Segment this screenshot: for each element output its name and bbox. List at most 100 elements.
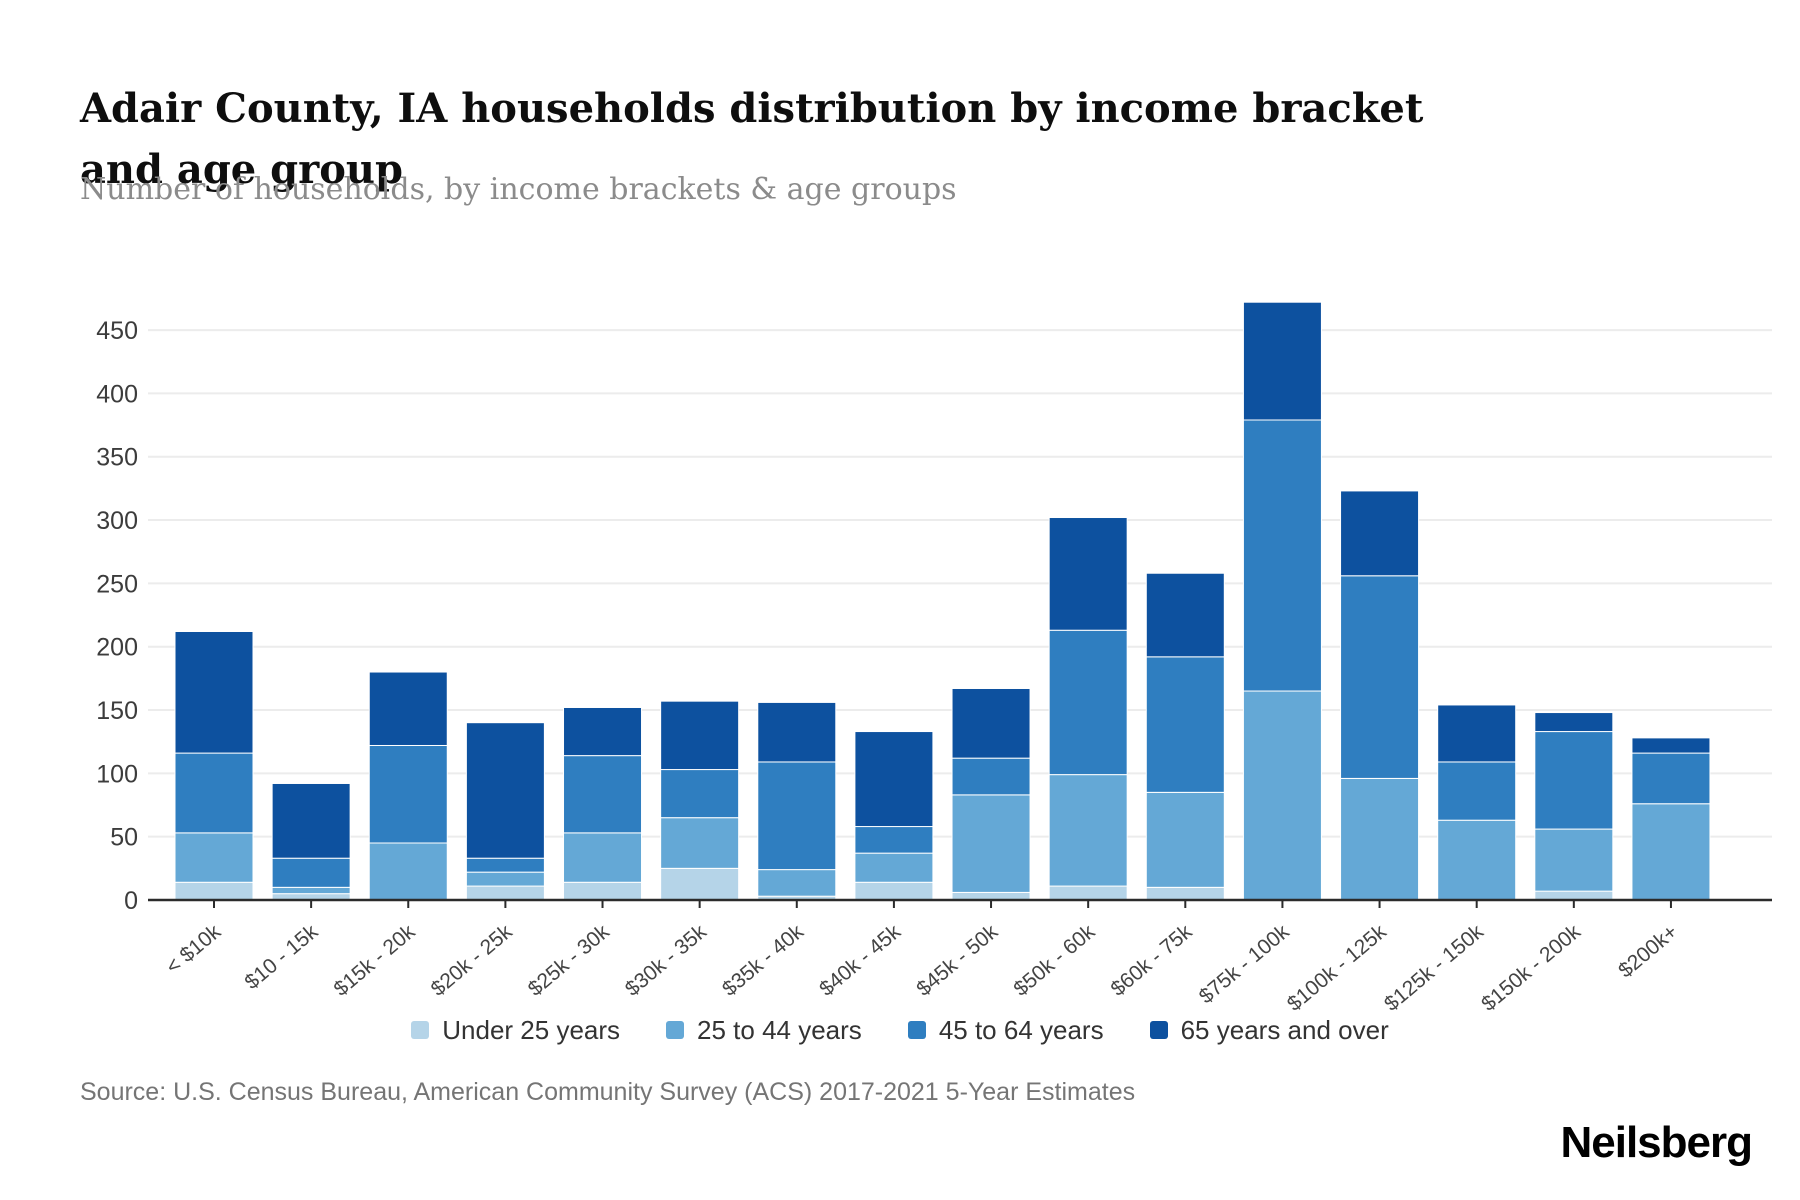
bar-segment	[1048, 629, 1128, 776]
y-axis-labels: 0 50 100 150 200 250 300 350 400 450	[96, 317, 138, 915]
bar-segment	[271, 857, 351, 888]
bar-segment	[563, 832, 643, 883]
bar-segment	[1145, 656, 1225, 793]
y-tick-label: 100	[96, 760, 138, 788]
x-tick-label: $50k - 60k	[1009, 920, 1099, 1001]
chart-legend: Under 25 years 25 to 44 years 45 to 64 yea…	[0, 1008, 1800, 1052]
bar-segment	[1145, 791, 1225, 888]
x-tick-label: $100k - 125k	[1283, 920, 1391, 1010]
bar-segment	[1534, 731, 1614, 830]
x-tick-label: $75k - 100k	[1195, 920, 1294, 1008]
legend-item: 45 to 64 years	[907, 1014, 1104, 1046]
bar-segment	[1242, 690, 1322, 901]
bar-segment	[854, 731, 934, 828]
y-tick-label: 150	[96, 697, 138, 725]
legend-swatch	[1149, 1021, 1168, 1039]
bar-segment	[757, 701, 837, 763]
bar-segment	[1048, 517, 1128, 631]
y-tick-label: 0	[124, 887, 138, 915]
legend-label: 25 to 44 years	[697, 1014, 862, 1045]
y-tick-label: 300	[96, 507, 138, 535]
x-tick-label: $40k - 45k	[815, 920, 905, 1001]
bar-segment	[660, 700, 740, 771]
bar-segment	[563, 706, 643, 757]
y-tick-label: 450	[96, 317, 138, 345]
legend-swatch	[411, 1021, 430, 1039]
bar-segment	[951, 687, 1031, 759]
x-tick-label: $10 - 15k	[240, 920, 322, 994]
bar-segment	[465, 885, 545, 901]
y-tick-label: 400	[96, 380, 138, 408]
x-tick-label: $35k - 40k	[718, 920, 808, 1001]
legend-label: 45 to 64 years	[938, 1014, 1104, 1045]
bar-segment	[465, 857, 545, 873]
bar-segment	[563, 881, 643, 901]
bar-segment	[368, 744, 448, 844]
chart-canvas: 0 50 100 150 200 250 300 350 400 450 < $10k $10 - 1…	[96, 301, 1772, 1016]
x-tick-label: $60k - 75k	[1107, 920, 1197, 1001]
bar-segment	[660, 769, 740, 819]
source-note: Source: U.S. Census Bureau, American Com…	[80, 1078, 1136, 1106]
bar-segment	[174, 631, 254, 754]
bar-segment	[854, 852, 934, 883]
bar-segment	[1048, 885, 1128, 901]
bar-segment	[951, 757, 1031, 796]
x-tick-label: $15k - 20k	[330, 920, 420, 1001]
bar-segment	[1437, 761, 1517, 821]
bar-segment	[1631, 803, 1711, 901]
x-tick-label: < $10k	[162, 920, 226, 979]
x-tick-label: $30k - 35k	[621, 920, 711, 1001]
x-tick-label: $45k - 50k	[912, 920, 1002, 1001]
x-axis: < $10k $10 - 15k $15k - 20k $20k - 25k $25k …	[148, 898, 1772, 1016]
bar-segment	[465, 722, 545, 859]
bar-segment	[1631, 752, 1711, 805]
bars	[174, 301, 1711, 901]
y-tick-label: 50	[110, 824, 138, 852]
bar-segment	[757, 869, 837, 897]
bar-segment	[465, 871, 545, 887]
bar-segment	[1145, 886, 1225, 901]
bar-segment	[174, 752, 254, 834]
bar-segment	[854, 826, 934, 854]
x-tick-label: $200k+	[1614, 920, 1682, 982]
legend-swatch	[666, 1021, 685, 1039]
bar-segment	[951, 794, 1031, 893]
bar-segment	[1437, 819, 1517, 901]
bar-segment	[1631, 737, 1711, 754]
x-tick-label: $25k - 30k	[524, 920, 614, 1001]
legend-item: 65 years and over	[1149, 1014, 1389, 1046]
bar-segment	[660, 817, 740, 869]
bar-segment	[660, 867, 740, 901]
bar-segment	[1534, 890, 1614, 901]
bar-segment	[1437, 704, 1517, 763]
x-tick-label: $125k - 150k	[1380, 920, 1488, 1010]
bar-segment	[271, 782, 351, 859]
bar-segment	[271, 886, 351, 895]
bar-segment	[1048, 774, 1128, 887]
legend-label: Under 25 years	[442, 1014, 621, 1045]
legend-label: 65 years and over	[1180, 1014, 1389, 1045]
bar-segment	[1340, 490, 1420, 577]
neilsberg-logo: Neilsberg	[1560, 1118, 1753, 1167]
page-subtitle: Number of households, by income brackets…	[80, 172, 957, 207]
bar-segment	[1242, 301, 1322, 421]
bar-segment	[1340, 575, 1420, 779]
bar-segment	[757, 761, 837, 871]
bar-segment	[1145, 572, 1225, 658]
bar-segment	[368, 671, 448, 746]
bar-segment	[563, 755, 643, 834]
bar-segment	[1534, 828, 1614, 892]
y-tick-label: 350	[96, 444, 138, 472]
bar-segment	[174, 832, 254, 883]
bar-segment	[1340, 777, 1420, 901]
bar-segment	[854, 881, 934, 901]
bar-segment	[1534, 712, 1614, 733]
legend-item: Under 25 years	[411, 1015, 620, 1046]
y-tick-label: 250	[96, 570, 138, 598]
page-title: Adair County, IA households distribution…	[80, 84, 1424, 193]
legend-swatch	[907, 1021, 926, 1039]
bar-segment	[368, 842, 448, 901]
x-tick-label: $20k - 25k	[427, 920, 517, 1001]
bar-segment	[1242, 419, 1322, 692]
